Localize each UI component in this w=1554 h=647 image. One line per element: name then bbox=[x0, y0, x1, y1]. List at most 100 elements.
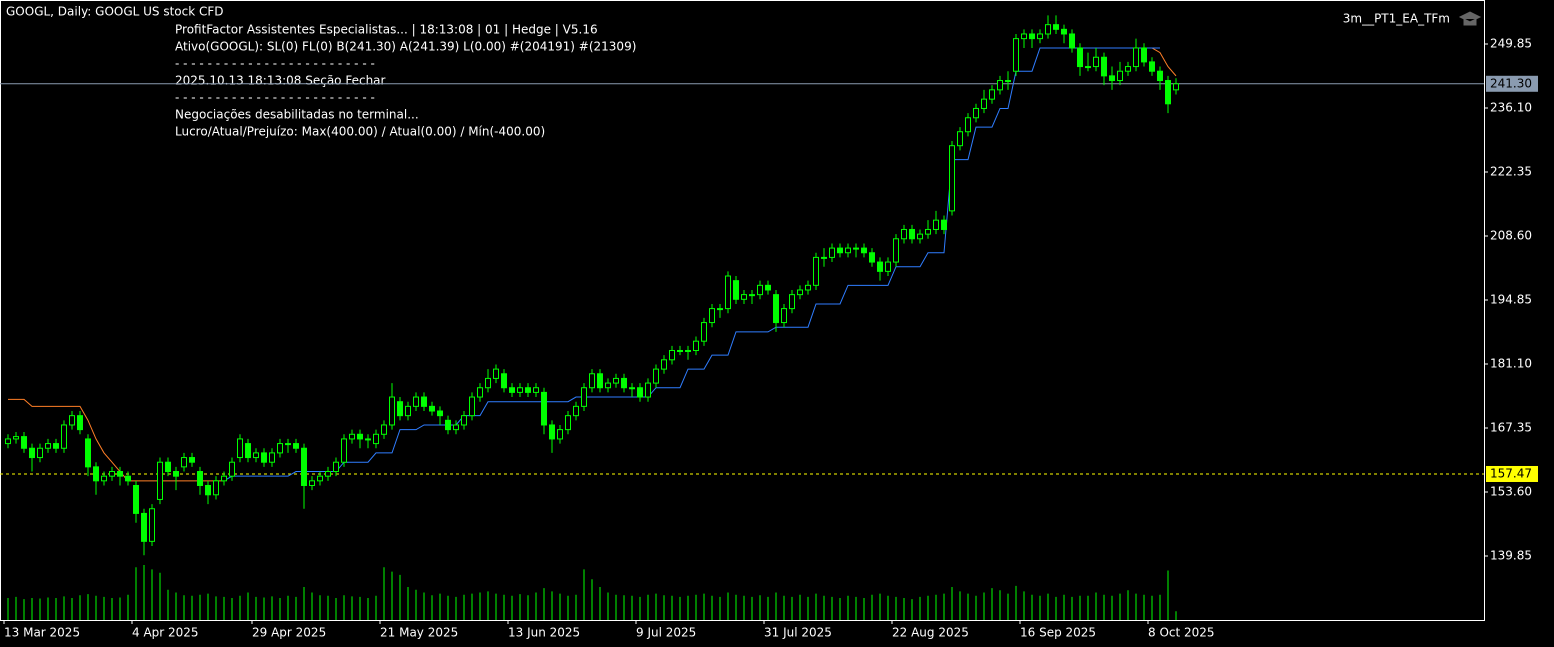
candle-body bbox=[405, 405, 411, 417]
candle-body bbox=[1173, 83, 1179, 91]
candle-body bbox=[757, 284, 763, 296]
candle-body bbox=[141, 512, 147, 542]
candle-body bbox=[1149, 61, 1155, 72]
candle-body bbox=[669, 349, 675, 361]
candle-body bbox=[973, 107, 979, 119]
candle-body bbox=[733, 280, 739, 300]
chart-title: GOOGL, Daily: GOOGL US stock CFD bbox=[6, 5, 224, 19]
candle-body bbox=[909, 228, 915, 240]
candle-body bbox=[1093, 56, 1099, 68]
candle-body bbox=[1069, 33, 1075, 49]
candle-body bbox=[789, 294, 795, 310]
candle-body bbox=[941, 219, 947, 230]
candle-body bbox=[293, 443, 299, 449]
candle-body bbox=[45, 443, 51, 449]
y-tick-label: 167.35 bbox=[1490, 420, 1532, 434]
candle-body bbox=[413, 396, 419, 407]
candle-body bbox=[181, 457, 187, 468]
x-tick-label: 16 Sep 2025 bbox=[1020, 626, 1096, 640]
alert-label: 157.47 bbox=[1490, 466, 1532, 480]
x-tick-label: 31 Jul 2025 bbox=[764, 626, 832, 640]
candle-body bbox=[773, 294, 779, 324]
candle-body bbox=[781, 308, 787, 324]
candle-body bbox=[213, 480, 219, 496]
x-tick-label: 4 Apr 2025 bbox=[132, 626, 199, 640]
candle-body bbox=[525, 387, 531, 393]
candle-body bbox=[37, 447, 43, 459]
candle-body bbox=[461, 415, 467, 426]
candle-body bbox=[741, 294, 747, 300]
candle-body bbox=[325, 471, 331, 477]
candle-body bbox=[965, 117, 971, 133]
candle-body bbox=[581, 387, 587, 407]
candle-body bbox=[245, 443, 251, 459]
candle-body bbox=[477, 387, 483, 398]
candle-body bbox=[1045, 24, 1051, 35]
candle-body bbox=[333, 461, 339, 473]
candle-body bbox=[877, 261, 883, 272]
candle-body bbox=[149, 508, 155, 542]
candle-body bbox=[309, 480, 315, 486]
candle-body bbox=[813, 256, 819, 286]
candle-body bbox=[749, 294, 755, 297]
candle-body bbox=[381, 424, 387, 435]
candle-body bbox=[501, 373, 507, 389]
candle-body bbox=[53, 443, 59, 449]
candle-body bbox=[677, 349, 683, 352]
candle-body bbox=[517, 387, 523, 393]
candle-body bbox=[541, 391, 547, 426]
candle-body bbox=[685, 349, 691, 352]
candle-body bbox=[93, 466, 99, 482]
candle-body bbox=[1085, 66, 1091, 69]
candle-body bbox=[797, 289, 803, 296]
y-tick-label: 236.10 bbox=[1490, 100, 1532, 114]
candle-body bbox=[29, 447, 35, 459]
candle-body bbox=[917, 233, 923, 240]
expert-name: 3m__PT1_EA_TFm bbox=[1343, 12, 1450, 26]
candle-body bbox=[613, 377, 619, 384]
candle-body bbox=[533, 387, 539, 393]
info-line: Negociações desabilitadas no terminal... bbox=[175, 108, 419, 122]
candle-body bbox=[189, 457, 195, 463]
expert-icon bbox=[1458, 11, 1482, 26]
candle-body bbox=[853, 247, 859, 250]
candle-body bbox=[885, 261, 891, 272]
candle-body bbox=[637, 387, 643, 398]
bid-label: 241.30 bbox=[1490, 76, 1532, 90]
candle-body bbox=[653, 368, 659, 384]
info-line: Lucro/Atual/Prejuízo: Max(400.00) / Atua… bbox=[175, 125, 545, 139]
candle-body bbox=[557, 429, 563, 440]
candle-body bbox=[197, 471, 203, 486]
candle-body bbox=[989, 89, 995, 100]
candle-body bbox=[1053, 24, 1059, 30]
candle-body bbox=[469, 396, 475, 417]
candle-body bbox=[1165, 80, 1171, 105]
candle-body bbox=[1061, 28, 1067, 35]
candle-body bbox=[437, 410, 443, 417]
alert-label-box bbox=[1486, 465, 1538, 482]
candle-body bbox=[949, 145, 955, 212]
candle-body bbox=[85, 438, 91, 468]
candle-body bbox=[621, 377, 627, 389]
candle-body bbox=[981, 98, 987, 109]
candle-body bbox=[709, 308, 715, 324]
candle-body bbox=[277, 443, 283, 454]
candle-body bbox=[453, 424, 459, 431]
candle-body bbox=[829, 247, 835, 258]
candle-body bbox=[837, 247, 843, 254]
x-tick-label: 9 Jul 2025 bbox=[636, 626, 696, 640]
candle-body bbox=[101, 475, 107, 482]
candle-body bbox=[997, 80, 1003, 91]
candle-body bbox=[629, 387, 635, 390]
candle-body bbox=[221, 475, 227, 482]
candle-body bbox=[1005, 80, 1011, 83]
candle-body bbox=[1157, 70, 1163, 82]
candle-body bbox=[701, 322, 707, 342]
candle-body bbox=[805, 284, 811, 291]
candle-body bbox=[117, 471, 123, 477]
candle-body bbox=[237, 438, 243, 459]
candle-body bbox=[421, 396, 427, 407]
candle-body bbox=[869, 252, 875, 263]
candle-body bbox=[589, 373, 595, 389]
